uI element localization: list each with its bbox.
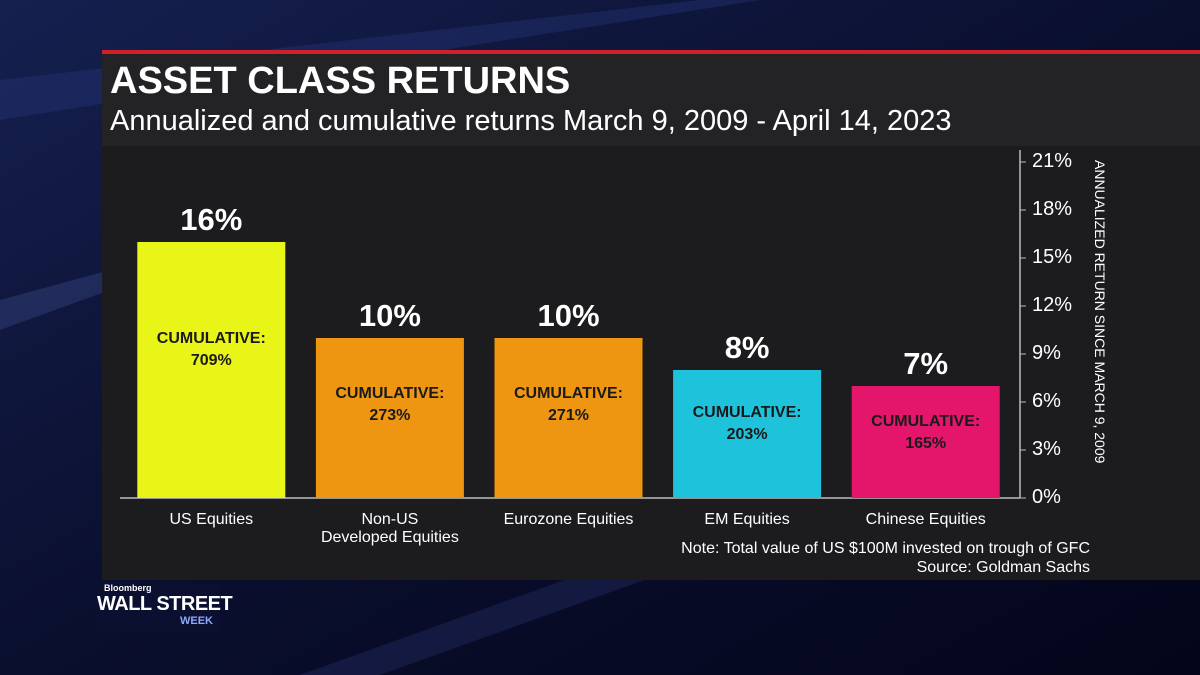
cumulative-label: CUMULATIVE: 273% <box>335 385 445 425</box>
cumulative-label: CUMULATIVE: 203% <box>692 403 802 443</box>
streak <box>300 560 700 675</box>
title-strip <box>102 54 1200 146</box>
red-rule <box>102 50 1200 54</box>
cumulative-label: CUMULATIVE: 271% <box>513 385 624 425</box>
logo-box <box>95 585 220 631</box>
y-axis-title: ANNUALIZED RETURN SINCE MARCH 9, 2009 <box>1092 160 1108 464</box>
value-label: 10% <box>358 298 421 333</box>
y-tick-label: 9% <box>1032 342 1061 364</box>
x-tick-label: Non-US Developed Equities <box>320 511 459 546</box>
y-tick-label: 6% <box>1032 390 1061 412</box>
x-tick-label: Eurozone Equities <box>503 511 634 528</box>
bar <box>137 242 286 498</box>
streak <box>0 270 110 330</box>
bar <box>315 338 464 498</box>
bar <box>673 370 822 498</box>
logo-subtitle: WEEK <box>180 615 213 627</box>
y-tick-label: 0% <box>1032 486 1061 508</box>
source: Source: Goldman Sachs <box>916 559 1090 576</box>
y-tick-label: 12% <box>1032 294 1073 316</box>
y-tick-label: 15% <box>1032 246 1073 268</box>
cumulative-label: CUMULATIVE: 709% <box>156 329 266 369</box>
value-label: 8% <box>724 330 770 365</box>
x-tick-label: US Equities <box>169 511 254 528</box>
x-tick-label: EM Equities <box>704 511 790 528</box>
bar <box>851 386 1000 498</box>
y-tick-label: 18% <box>1032 198 1073 220</box>
y-tick-label: 3% <box>1032 438 1061 460</box>
x-tick-label: Chinese Equities <box>865 511 986 528</box>
logo-show: WALL STREET <box>97 593 233 615</box>
value-label: 7% <box>903 346 949 381</box>
logo-brand: Bloomberg <box>104 583 152 593</box>
value-label: 16% <box>180 202 243 237</box>
note: Note: Total value of US $100M invested o… <box>681 540 1090 557</box>
value-label: 10% <box>537 298 600 333</box>
y-tick-label: 21% <box>1032 150 1073 172</box>
chart-subtitle: Annualized and cumulative returns March … <box>110 105 952 137</box>
chart-title: ASSET CLASS RETURNS <box>110 60 571 102</box>
cumulative-label: CUMULATIVE: 165% <box>871 413 981 453</box>
bar <box>494 338 643 498</box>
